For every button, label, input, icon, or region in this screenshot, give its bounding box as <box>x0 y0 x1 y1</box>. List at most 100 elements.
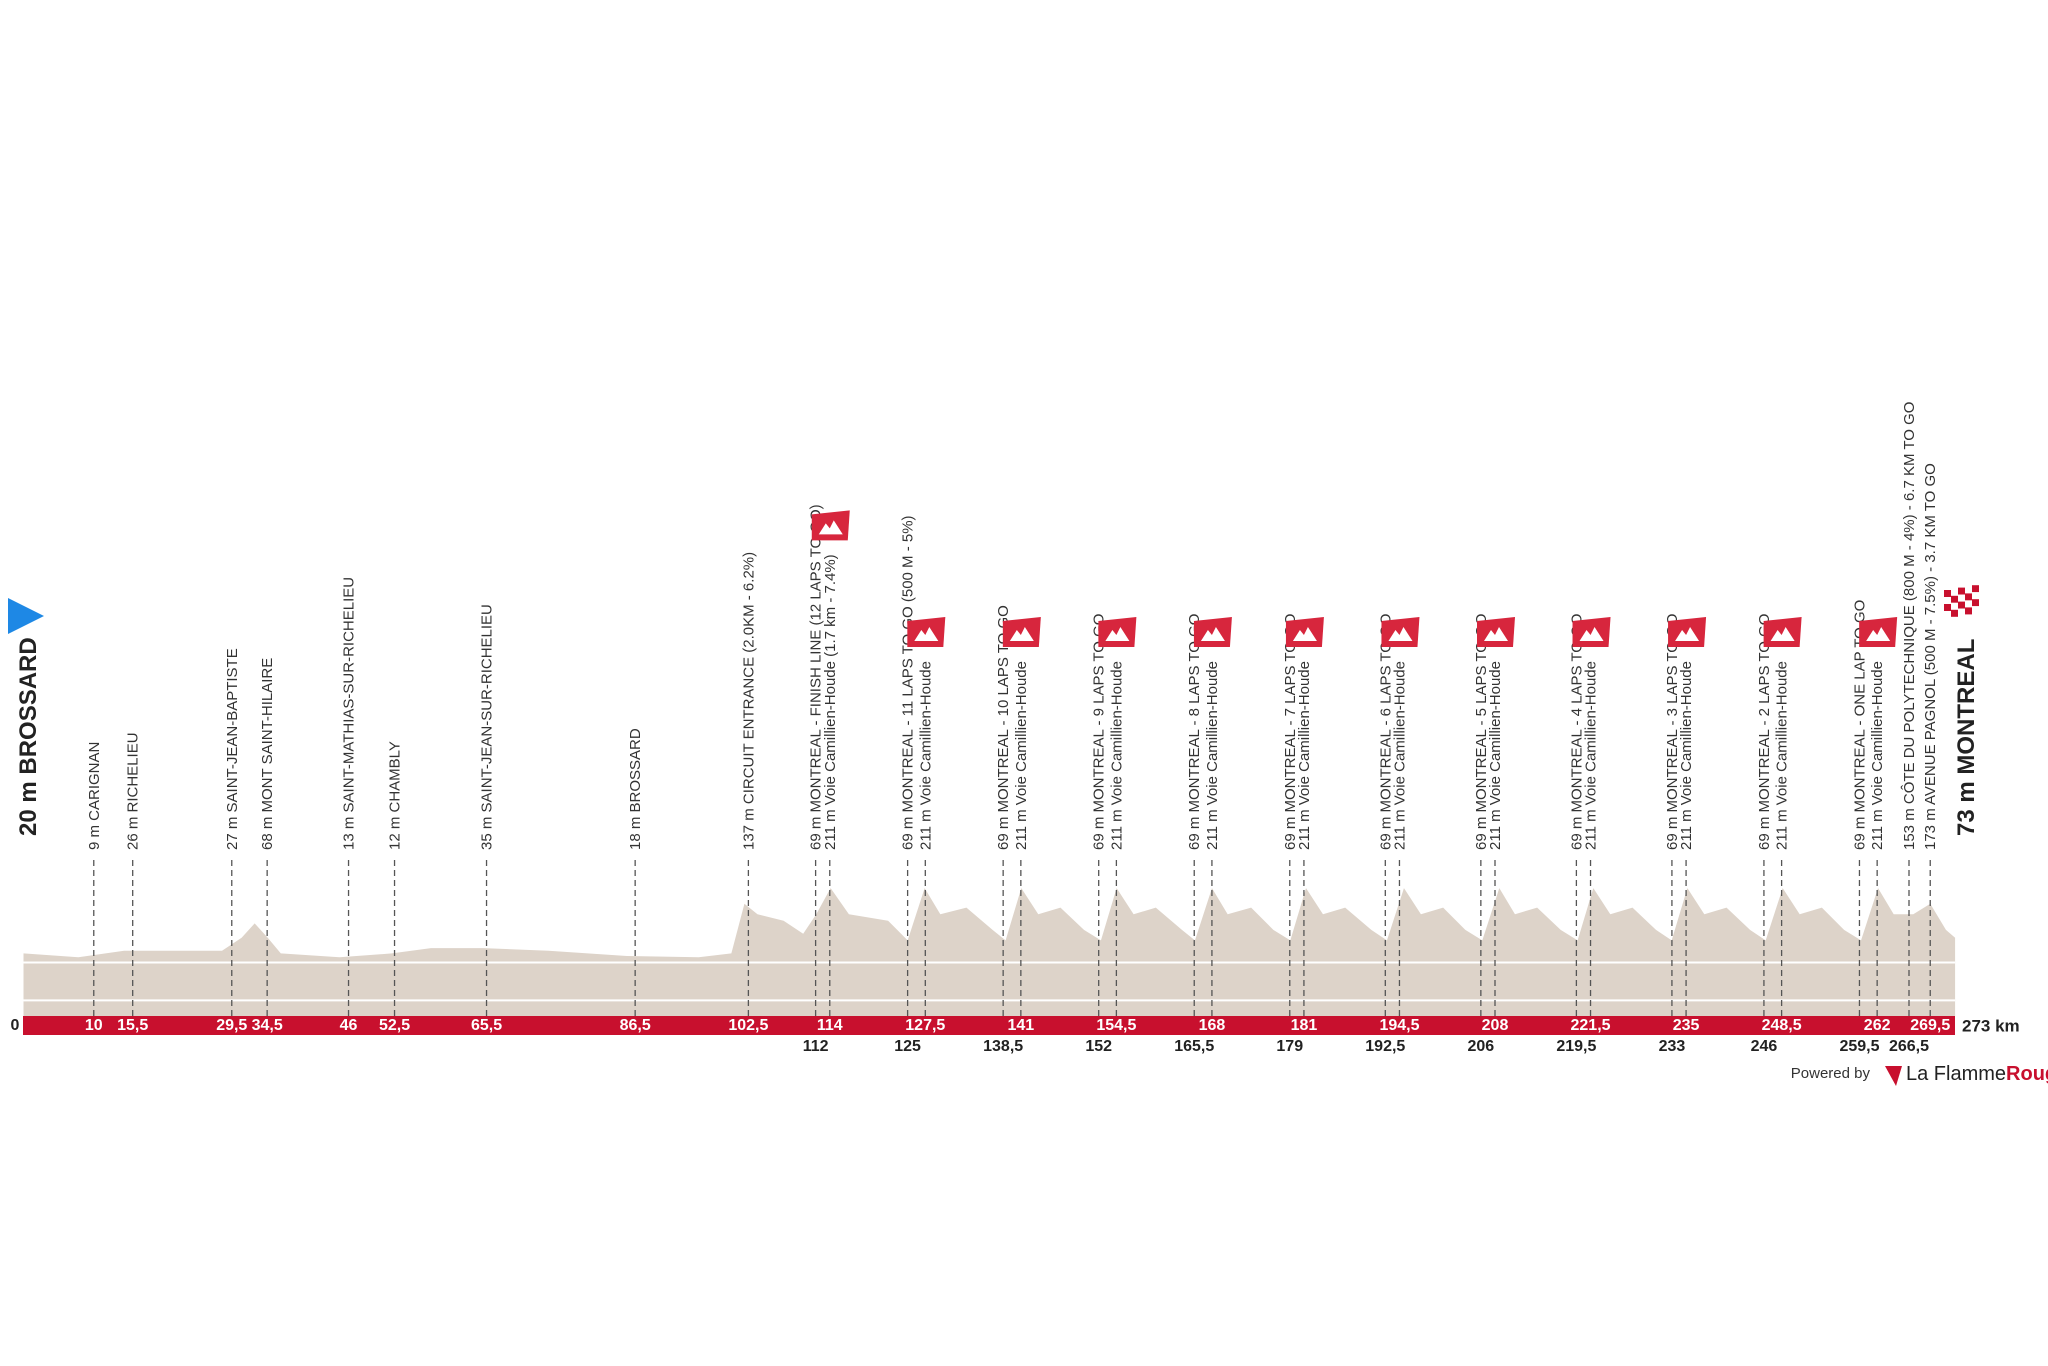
marker-label: 69 m MONTREAL - 2 LAPS TO GO <box>1756 614 1773 850</box>
km-label-below: 138,5 <box>983 1038 1023 1055</box>
marker-label: 13 m SAINT-MATHIAS-SUR-RICHELIEU <box>341 577 358 850</box>
km-label: 29,5 <box>216 1017 247 1034</box>
climb-mountain <box>818 520 843 535</box>
km-label: 141 <box>1007 1017 1034 1034</box>
climb-icon <box>811 510 850 541</box>
km-label: 194,5 <box>1379 1017 1419 1034</box>
km-label-below: 165,5 <box>1174 1038 1214 1055</box>
climb-icon <box>1763 617 1802 647</box>
climb-flag <box>1193 617 1232 647</box>
climb-icon <box>1098 617 1137 647</box>
km-label-below: 192,5 <box>1365 1038 1405 1055</box>
km-label: 221,5 <box>1571 1017 1611 1034</box>
marker-label: 69 m MONTREAL - 4 LAPS TO GO <box>1568 614 1585 850</box>
marker-label: 211 m Voie Camillien-Houde <box>1583 661 1600 850</box>
marker-label: 26 m RICHELIEU <box>125 732 142 850</box>
climb-icon <box>1668 617 1707 647</box>
km-label: 65,5 <box>471 1017 502 1034</box>
climb-icon <box>1859 617 1898 647</box>
checker-cell <box>1958 601 1965 609</box>
checker-cell <box>1944 597 1951 604</box>
climb-mountain <box>1292 627 1317 641</box>
checker-cell <box>1972 599 1979 607</box>
climb-flag <box>1285 617 1324 647</box>
brand-logo <box>1885 1066 1902 1086</box>
climb-mountain <box>1675 627 1700 641</box>
climb-mountain <box>1866 627 1891 641</box>
climb-flag <box>1763 617 1802 647</box>
km-bar <box>23 1016 1955 1035</box>
climb-mountain <box>1579 627 1604 641</box>
km-label: 127,5 <box>905 1017 945 1034</box>
marker-label: 211 m Voie Camillien-Houde <box>917 661 934 850</box>
checker-cell <box>1972 585 1979 593</box>
distance-label: 273 km <box>1962 1016 2020 1035</box>
km-label-below: 179 <box>1276 1038 1303 1055</box>
marker-label: 69 m MONTREAL - 10 LAPS TO GO <box>995 605 1012 850</box>
checker-cell <box>1958 594 1965 602</box>
climb-icon <box>1572 617 1611 647</box>
km-label-below: 233 <box>1659 1038 1686 1055</box>
climb-mountain <box>1484 627 1508 641</box>
powered-by: Powered by <box>1791 1065 1871 1082</box>
climb-mountain <box>1770 627 1795 641</box>
climb-mountain <box>1388 627 1413 641</box>
finish-label: 73 m MONTREAL <box>1953 639 1980 836</box>
km-label: 181 <box>1291 1017 1318 1034</box>
marker-label: 69 m MONTREAL - ONE LAP TO GO <box>1851 600 1868 850</box>
km-label: 102,5 <box>728 1017 768 1034</box>
climb-mountain <box>1105 627 1130 641</box>
marker-label: 69 m MONTREAL - 9 LAPS TO GO <box>1091 614 1108 850</box>
km-label: 52,5 <box>379 1017 410 1034</box>
km-label-below: 246 <box>1751 1038 1778 1055</box>
km-label-below: 219,5 <box>1556 1038 1596 1055</box>
checker-cell <box>1965 586 1972 594</box>
climb-flag <box>1572 617 1611 647</box>
km-label-below: 259,5 <box>1839 1038 1879 1055</box>
checker-cell <box>1951 609 1958 617</box>
marker-label: 69 m MONTREAL - 11 LAPS TO GO (500 M - 5… <box>900 515 917 850</box>
markers: 9 m CARIGNAN 26 m RICHELIEU 27 m SAINT-JEA… <box>86 402 1939 1016</box>
checker-cell <box>1972 592 1979 600</box>
start-flag <box>8 598 44 634</box>
checker-cell <box>1951 602 1958 610</box>
checker-cell <box>1965 607 1972 615</box>
marker-label: 173 m AVENUE PAGNOL (500 M - 7.5%) - 3.7… <box>1922 463 1939 850</box>
marker-label: 211 m Voie Camillien-Houde <box>1108 661 1125 850</box>
km-label: 86,5 <box>620 1017 651 1034</box>
climb-icon <box>1381 617 1420 647</box>
climb-flag <box>1668 617 1707 647</box>
km-label: 46 <box>340 1017 358 1034</box>
marker-label: 69 m MONTREAL - 3 LAPS TO GO <box>1664 614 1681 850</box>
marker-label: 27 m SAINT-JEAN-BAPTISTE <box>224 648 241 850</box>
marker-label: 211 m Voie Camillien-Houde <box>1013 661 1030 850</box>
marker-label: 35 m SAINT-JEAN-SUR-RICHELIEU <box>479 604 496 850</box>
marker-label: 211 m Voie Camillien-Houde <box>1869 661 1886 850</box>
climb-mountain <box>1009 627 1034 641</box>
checker-cell <box>1958 587 1965 595</box>
marker-label: 69 m MONTREAL - 5 LAPS TO GO <box>1473 614 1490 850</box>
start-label: 20 m BROSSARD <box>15 637 42 836</box>
marker-label: 211 m Voie Camillien-Houde <box>1774 661 1791 850</box>
marker-label: 12 m CHAMBLY <box>387 741 404 850</box>
km-label: 0 <box>11 1017 20 1034</box>
marker-label: 68 m MONT SAINT-HILAIRE <box>259 658 276 850</box>
finish-flag <box>1944 585 1979 618</box>
checker-cell <box>1944 611 1951 618</box>
climb-icon <box>1002 617 1041 647</box>
km-label: 248,5 <box>1762 1017 1802 1034</box>
climb-flag <box>907 617 946 647</box>
brand-name: La Flamme <box>1906 1063 2006 1085</box>
climb-icon <box>1193 617 1232 647</box>
km-label-below: 266,5 <box>1889 1038 1929 1055</box>
checker-cell <box>1965 600 1972 608</box>
elevation-profile <box>23 888 1956 1017</box>
marker-label: 211 m Voie Camillien-Houde (1.7 km - 7.4… <box>822 554 839 850</box>
checker-cell <box>1965 593 1972 601</box>
climb-flag <box>1002 617 1041 647</box>
climb-flag <box>1381 617 1420 647</box>
km-label: 168 <box>1199 1017 1226 1034</box>
climb-mountain <box>914 627 939 641</box>
marker-label: 69 m MONTREAL - 8 LAPS TO GO <box>1186 614 1203 850</box>
km-label: 34,5 <box>252 1017 283 1034</box>
